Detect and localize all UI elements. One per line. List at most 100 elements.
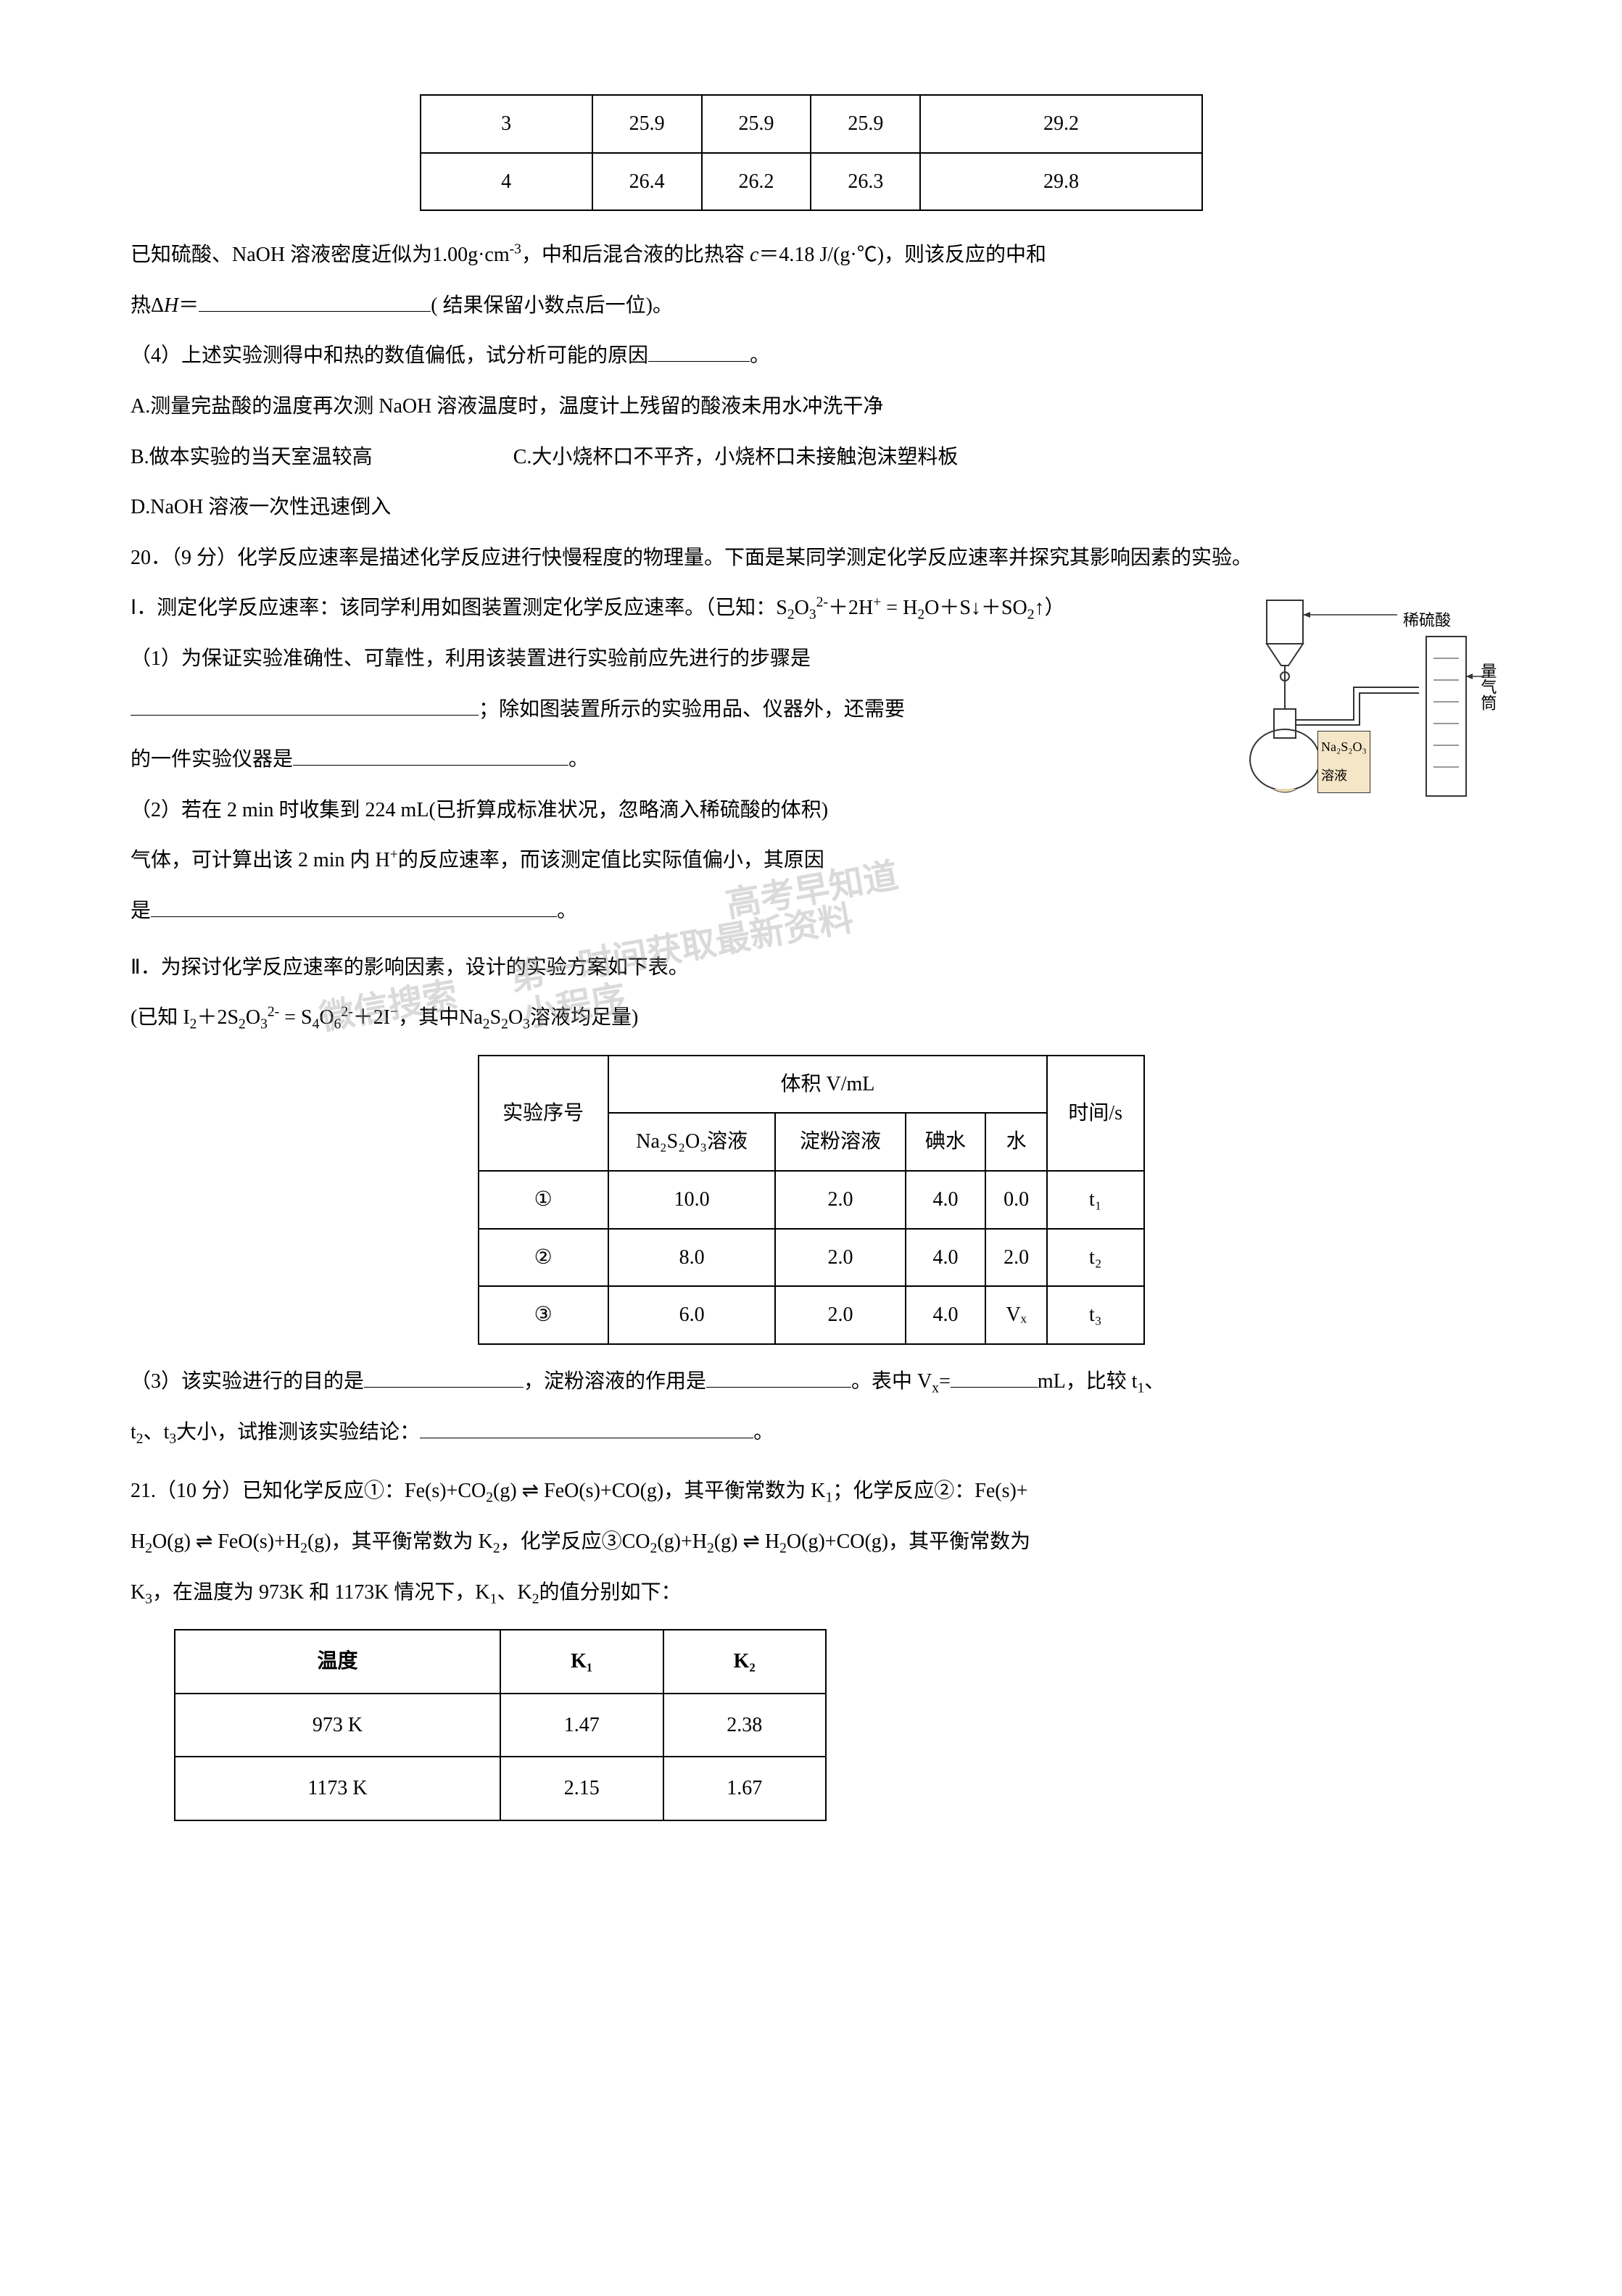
text: H — [131, 1530, 145, 1553]
text: O — [246, 1006, 260, 1029]
text: O(g) ⇌ FeO(s)+H — [152, 1530, 300, 1553]
cell: 4 — [421, 153, 592, 211]
table-row: 3 25.9 25.9 25.9 29.2 — [421, 95, 1202, 153]
cell: 4.0 — [906, 1229, 986, 1287]
text: O — [319, 1006, 334, 1029]
italic: c — [750, 244, 758, 266]
cell: 3 — [421, 95, 592, 153]
header: K₁ — [500, 1630, 663, 1694]
part2-label: Ⅱ．为探讨化学反应速率的影响因素，设计的实验方案如下表。 — [131, 945, 1491, 990]
text: 气体，可计算出该 2 min 内 H — [131, 849, 390, 871]
text: ，淀粉溶液的作用是 — [524, 1370, 706, 1393]
equilibrium-table: 温度 K₁ K₂ 973 K 1.47 2.38 1173 K 2.15 1.6… — [174, 1629, 827, 1821]
cell: 4.0 — [906, 1171, 986, 1229]
sub: 2 — [145, 1541, 152, 1557]
col-header: 淀粉溶液 — [775, 1113, 905, 1171]
sub: 2 — [239, 1017, 246, 1032]
text: 的反应速率，而该测定值比实际值偏小，其原因 — [398, 849, 824, 871]
text: ＋2H — [828, 597, 873, 619]
question-4: （4）上述实验测得中和热的数值偏低，试分析可能的原因 。 — [131, 333, 1491, 378]
cell: 2.0 — [985, 1229, 1047, 1287]
experiment-table: 实验序号 体积 V/mL 时间/s Na₂S₂O₃溶液 淀粉溶液 碘水 水 ① … — [478, 1055, 1145, 1345]
text: K — [131, 1581, 145, 1604]
table-row: ③ 6.0 2.0 4.0 Vₓ t₃ — [479, 1286, 1144, 1344]
text: 是 — [131, 900, 151, 922]
text: ( 结果保留小数点后一位)。 — [431, 294, 673, 317]
cell: 4.0 — [906, 1286, 986, 1344]
table-row: 温度 K₁ K₂ — [175, 1630, 826, 1694]
text: 、t — [144, 1421, 170, 1443]
text: 21.（10 分）已知化学反应①：Fe(s)+CO — [131, 1480, 486, 1502]
text: S — [490, 1006, 502, 1029]
question-21c: K3，在温度为 973K 和 1173K 情况下，K1、K2的值分别如下： — [131, 1570, 1491, 1615]
option-d: D.NaOH 溶液一次性迅速倒入 — [131, 485, 1491, 530]
cell: 2.15 — [500, 1757, 663, 1820]
italic: H — [164, 294, 178, 317]
cell: t₂ — [1047, 1229, 1144, 1287]
cell: 0.0 — [985, 1171, 1047, 1229]
text: （4）上述实验测得中和热的数值偏低，试分析可能的原因 — [131, 344, 648, 367]
sup: − — [390, 1005, 398, 1020]
text: (g) ⇌ FeO(s)+CO(g)，其平衡常数为 K — [493, 1480, 825, 1502]
cell: t₁ — [1047, 1171, 1144, 1229]
text: = — [939, 1370, 951, 1393]
sub: 4 — [313, 1017, 320, 1032]
text: ＋2I — [353, 1006, 390, 1029]
text: ＝ — [178, 294, 199, 317]
cell: 1.67 — [663, 1757, 827, 1820]
sup: 2- — [268, 1005, 279, 1020]
blank — [131, 715, 479, 716]
text: 。 — [568, 748, 589, 771]
cell: ① — [479, 1171, 608, 1229]
cell: 29.8 — [920, 153, 1201, 211]
label-solution: Na₂S₂O₃ 溶液 — [1317, 731, 1370, 792]
label-cylinder: 量气筒 — [1470, 663, 1505, 710]
text: 。 — [557, 900, 577, 922]
blank — [199, 311, 431, 312]
sub: 6 — [334, 1017, 342, 1032]
sub: 2 — [917, 608, 924, 623]
cell: 2.38 — [663, 1694, 827, 1757]
text: ，化学反应③CO — [500, 1530, 650, 1553]
text: (g) ⇌ H — [714, 1530, 779, 1553]
text: （3）该实验进行的目的是 — [131, 1370, 364, 1393]
text: 大小，试推测该实验结论： — [176, 1421, 420, 1443]
sub: 1 — [490, 1591, 497, 1607]
text: 溶液均足量) — [530, 1006, 638, 1029]
question-3b: t2、t3大小，试推测该实验结论：。 — [131, 1410, 1491, 1455]
data-table-1: 3 25.9 25.9 25.9 29.2 4 26.4 26.2 26.3 2… — [420, 94, 1203, 211]
label-sol-a: Na₂S₂O₃ — [1321, 739, 1367, 754]
text: ＋2S — [196, 1006, 239, 1029]
text: 。 — [750, 344, 770, 367]
text: 已知硫酸、NaOH 溶液密度近似为1.00g·cm — [131, 244, 510, 266]
cell: 1173 K — [175, 1757, 500, 1820]
sup: -3 — [510, 242, 521, 257]
sub: 3 — [260, 1017, 268, 1032]
text: Ⅰ．测定化学反应速率：该同学利用如图装置测定化学反应速率。（已知：S — [131, 597, 787, 619]
table-row: ① 10.0 2.0 4.0 0.0 t₁ — [479, 1171, 1144, 1229]
text: t — [131, 1421, 136, 1443]
table-row: 973 K 1.47 2.38 — [175, 1694, 826, 1757]
cell: 2.0 — [775, 1171, 905, 1229]
cell: t₃ — [1047, 1286, 1144, 1344]
text: (g)+H — [657, 1530, 707, 1553]
text: (g)，其平衡常数为 K — [307, 1530, 493, 1553]
sub-q2-c: 是。 — [131, 889, 1491, 934]
cell: 2.0 — [775, 1286, 905, 1344]
cell: 2.0 — [775, 1229, 905, 1287]
text: 、K — [497, 1581, 531, 1604]
sup: 2- — [816, 595, 828, 610]
label-sol-b: 溶液 — [1321, 768, 1347, 783]
text: O — [508, 1006, 523, 1029]
sub: 2 — [650, 1541, 658, 1557]
table-row: 1173 K 2.15 1.67 — [175, 1757, 826, 1820]
text: ，中和后混合液的比热容 — [521, 244, 750, 266]
blank — [364, 1387, 524, 1388]
sub: 2 — [300, 1541, 307, 1557]
sub: 2 — [483, 1017, 490, 1032]
cell: 25.9 — [592, 95, 702, 153]
header-vol: 体积 V/mL — [608, 1056, 1047, 1114]
cell: 29.2 — [920, 95, 1201, 153]
sub: 2 — [190, 1017, 197, 1032]
header-exp: 实验序号 — [479, 1056, 608, 1171]
